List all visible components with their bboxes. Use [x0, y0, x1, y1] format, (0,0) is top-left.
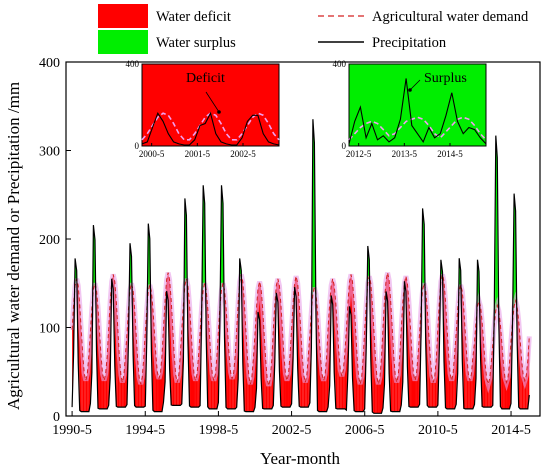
- legend-label-precip: Precipitation: [372, 35, 447, 51]
- deficit-area: [286, 373, 289, 408]
- deficit-area: [469, 374, 472, 409]
- deficit-area: [212, 374, 214, 409]
- deficit-area: [468, 374, 470, 409]
- legend-label-surplus: Water surplus: [156, 35, 236, 51]
- legend-label-demand: Agricultural water demand: [372, 9, 529, 25]
- deficit-area: [157, 372, 159, 412]
- deficit-area: [450, 373, 452, 409]
- deficit-area: [396, 375, 399, 412]
- main-plot: [69, 119, 532, 414]
- legend-swatch-surplus: [98, 30, 148, 54]
- inset-annotation-arrow: [205, 91, 220, 113]
- deficit-area: [305, 375, 307, 408]
- axes: 0 100 200 300 400 1990-5 1994-5 1998-5 2002-5 200…: [39, 56, 541, 438]
- inset-background: [141, 63, 280, 147]
- legend-label-deficit: Water deficit: [156, 9, 231, 25]
- deficit-area: [85, 373, 88, 412]
- deficit-area: [104, 374, 106, 409]
- deficit-area: [285, 373, 287, 408]
- x-axis-title: Year-month: [260, 449, 341, 468]
- inset-2: 0 400 2012-5 2013-5 2014-5 Surplus: [333, 59, 487, 159]
- deficit-area: [360, 376, 362, 412]
- inset-annotation-arrowhead: [408, 88, 412, 92]
- deficit-area: [195, 373, 198, 408]
- deficit-area: [358, 376, 361, 412]
- x-tick-label: 2014-5: [491, 423, 531, 438]
- deficit-area: [250, 376, 252, 412]
- precipitation-line: [71, 119, 530, 414]
- deficit-area: [102, 374, 105, 409]
- y-tick-label: 0: [53, 410, 60, 425]
- y-tick-label: 100: [39, 322, 60, 337]
- inset-x-tick-label: 2014-5: [437, 149, 463, 159]
- deficit-area: [451, 373, 454, 409]
- deficit-area: [413, 373, 416, 408]
- x-tick-label: 2002-5: [272, 423, 312, 438]
- x-tick-label: 1994-5: [125, 423, 165, 438]
- inset-y-tick-label: 400: [333, 59, 347, 69]
- demand-line: [71, 272, 530, 387]
- inset-x-tick-label: 2001-5: [185, 149, 211, 159]
- deficit-area: [84, 373, 86, 412]
- deficit-area: [395, 375, 397, 412]
- deficit-area: [376, 376, 379, 414]
- deficit-area: [322, 374, 324, 412]
- inset-annotation-arrowhead: [217, 110, 221, 114]
- x-tick-label: 2010-5: [418, 423, 458, 438]
- deficit-area: [415, 373, 417, 408]
- deficit-area: [139, 377, 141, 408]
- deficit-area: [213, 374, 216, 409]
- deficit-area: [433, 375, 435, 408]
- deficit-area: [323, 374, 326, 412]
- deficit-area: [232, 372, 234, 409]
- deficit-area: [431, 375, 434, 408]
- inset-y-tick-label: 0: [135, 141, 140, 151]
- inset-precipitation-line: [141, 111, 280, 146]
- y-tick-label: 400: [39, 56, 60, 71]
- x-tick-label: 1990-5: [52, 423, 92, 438]
- deficit-area: [140, 377, 143, 408]
- insets: 0 400 2000-5 2001-5 2002-5 Deficit 0 400 2012-5 2…: [126, 59, 487, 159]
- inset-y-tick-label: 0: [342, 141, 347, 151]
- deficit-area: [340, 369, 342, 409]
- legend: Water deficit Water surplus Agricultural…: [98, 4, 529, 54]
- inset-1: 0 400 2000-5 2001-5 2002-5 Deficit: [126, 59, 280, 159]
- inset-x-tick-label: 2013-5: [392, 149, 418, 159]
- x-tick-label: 2006-5: [345, 423, 385, 438]
- inset-annotation: Surplus: [424, 71, 467, 86]
- deficit-area: [120, 375, 123, 408]
- legend-swatch-deficit: [98, 4, 148, 28]
- deficit-area: [341, 369, 344, 409]
- y-tick-label: 200: [39, 233, 60, 248]
- y-axis-title: Agricultural water demand or Precipitati…: [4, 82, 23, 410]
- deficit-area: [230, 372, 233, 409]
- deficit-area: [194, 373, 196, 408]
- inset-precipitation-line: [348, 78, 487, 145]
- inset-y-tick-label: 400: [126, 59, 140, 69]
- deficit-area: [158, 372, 161, 412]
- inset-annotation: Deficit: [186, 71, 225, 86]
- inset-x-tick-label: 2012-5: [346, 149, 372, 159]
- y-tick-label: 300: [39, 145, 60, 160]
- deficit-area: [248, 376, 251, 412]
- inset-annotation-arrow: [409, 79, 421, 91]
- x-tick-label: 1998-5: [199, 423, 239, 438]
- deficit-area: [378, 376, 380, 414]
- deficit-area: [122, 375, 124, 408]
- inset-x-tick-label: 2002-5: [230, 149, 256, 159]
- deficit-area: [303, 375, 306, 408]
- inset-x-tick-label: 2000-5: [139, 149, 165, 159]
